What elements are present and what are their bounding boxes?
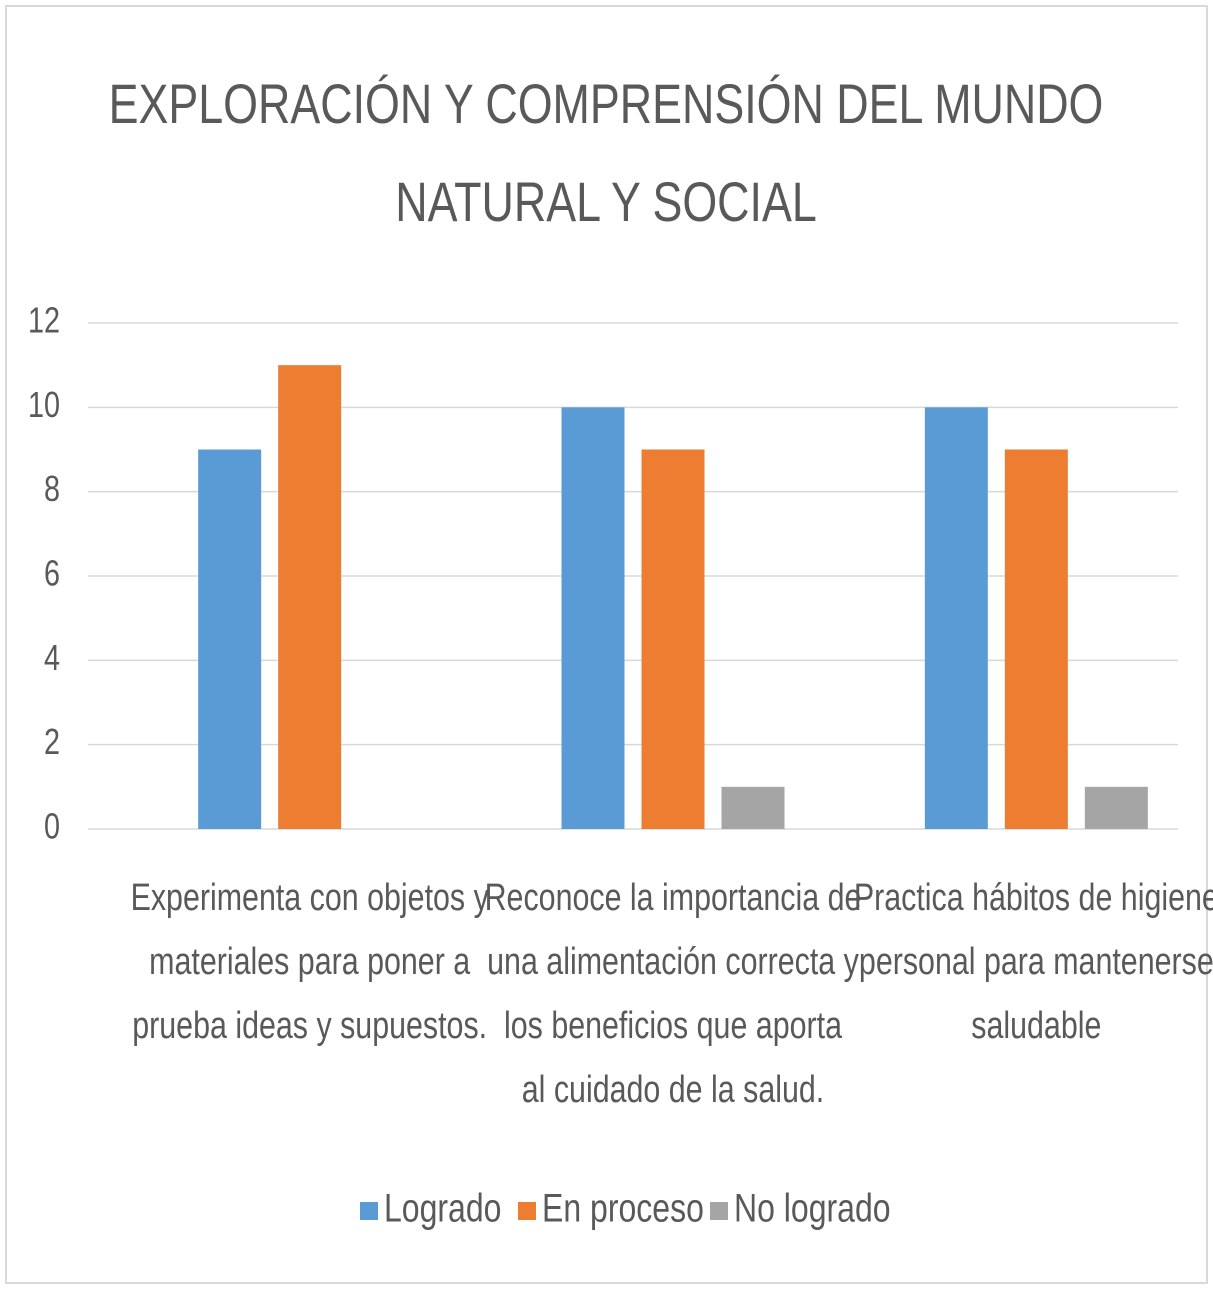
chart-title: NATURAL Y SOCIAL [395,170,817,233]
legend-swatch [360,1202,378,1220]
x-tick-label: prueba ideas y supuestos. [132,1005,487,1047]
bar [721,786,785,829]
legend-swatch [518,1202,536,1220]
x-tick-label: Reconoce la importancia de [485,877,862,919]
chart-title: EXPLORACIÓN Y COMPRENSIÓN DEL MUNDO [109,72,1104,135]
legend-swatch [710,1202,728,1220]
y-tick-label: 6 [44,552,60,593]
x-tick-label: personal para mantenerse [859,941,1213,983]
legend-label: Logrado [384,1185,501,1230]
y-tick-label: 12 [28,299,60,340]
y-tick-label: 10 [28,384,60,425]
bar [641,449,705,829]
legend-label: No logrado [734,1185,891,1230]
y-tick-label: 4 [44,637,60,678]
bar [561,407,625,829]
bar [1004,449,1068,829]
x-tick-label: Experimenta con objetos y [131,877,490,919]
bar [924,407,988,829]
x-tick-label: materiales para poner a [149,941,471,983]
bar [198,449,262,829]
bar [1084,786,1148,829]
y-tick-label: 8 [44,468,60,509]
x-tick-label: una alimentación correcta y [487,941,859,983]
x-tick-label: Practica hábitos de higiene [854,877,1213,919]
bar [278,365,342,829]
y-tick-label: 2 [44,721,60,762]
x-tick-label: al cuidado de la salud. [522,1069,824,1111]
legend-label: En proceso [542,1185,704,1230]
x-tick-label: los beneficios que aporta [504,1005,843,1047]
y-tick-label: 0 [44,805,60,846]
x-tick-label: saludable [971,1005,1101,1047]
